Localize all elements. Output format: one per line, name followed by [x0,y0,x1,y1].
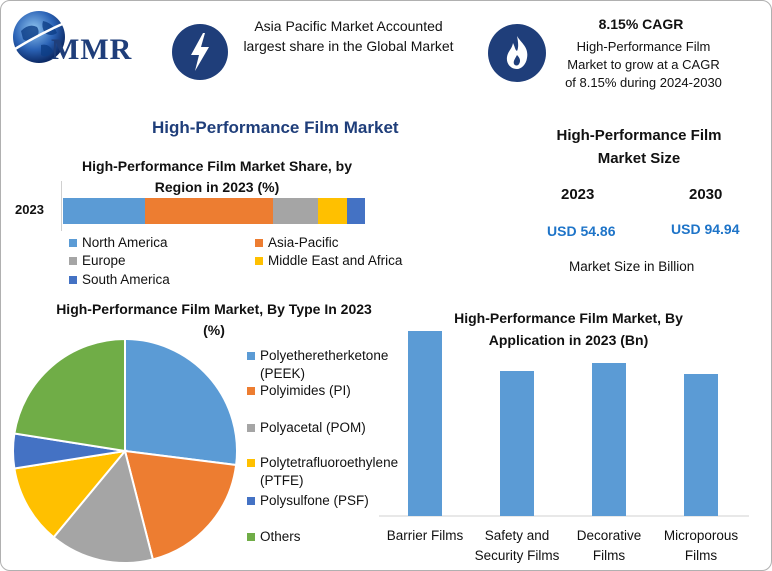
cagr-title: 8.15% CAGR [598,16,684,32]
header-left-text: Asia Pacific Market Accounted largest sh… [243,18,454,54]
type-chart-title: High-Performance Film Market, By Type In… [56,301,372,338]
swatch-others [247,533,255,541]
swatch-pi [247,387,255,395]
legend-label: Polyacetal (POM) [260,420,366,435]
application-bar-0 [408,331,442,516]
swatch-pom [247,424,255,432]
swatch-middle-east-africa [255,257,263,265]
region-bar-segment-europe [272,198,319,224]
logo: MMR [11,9,156,69]
legend-label: Europe [82,253,126,268]
cagr-text: High-Performance Film Market to grow at … [565,39,722,90]
legend-pom: Polyacetal (POM) [247,419,366,437]
pie-slice-3 [13,449,128,539]
legend-psf: Polysulfone (PSF) [247,492,369,510]
swatch-south-america [69,276,77,284]
globe-icon [13,11,70,63]
market-size-value-2023: USD 54.86 [547,223,616,239]
pie-slice-2 [52,448,155,564]
legend-middle-east-africa: Middle East and Africa [255,252,402,270]
legend-label: Polytetrafluoroethylene (PTFE) [260,455,399,488]
application-bar-chart [379,331,749,517]
application-chart-title: High-Performance Film Market, By Applica… [454,310,683,348]
logo-text: MMR [51,33,133,66]
main-title: High-Performance Film Market [152,118,399,137]
legend-asia-pacific: Asia-Pacific [255,234,339,252]
lightning-icon [171,23,229,81]
region-category-label: 2023 [15,202,44,217]
swatch-psf [247,497,255,505]
legend-pi: Polyimides (PI) [247,382,351,400]
swatch-north-america [69,239,77,247]
market-size-value-2030: USD 94.94 [671,221,740,237]
pie-slice-5 [13,337,126,453]
market-size-unit-note: Market Size in Billion [569,259,695,274]
application-bar-2 [592,363,626,516]
application-bar-1 [500,371,534,516]
region-stacked-bar [63,198,365,224]
application-bar-3 [684,374,718,516]
legend-south-america: South America [69,271,170,289]
legend-label: Others [260,529,301,544]
legend-north-america: North America [69,234,168,252]
type-pie-chart [12,337,238,564]
flame-icon [487,23,547,83]
region-axis-line [61,181,62,231]
region-bar-segment-south-america [346,198,365,224]
swatch-europe [69,257,77,265]
legend-others: Others [247,528,301,546]
legend-label: Polysulfone (PSF) [260,493,369,508]
swatch-ptfe [247,459,255,467]
legend-label: Polyimides (PI) [260,383,351,398]
region-bar-segment-middle-east-and-africa [318,198,347,224]
swatch-asia-pacific [255,239,263,247]
legend-label: South America [82,272,170,287]
legend-ptfe: Polytetrafluoroethylene (PTFE) [247,454,427,490]
legend-label: Middle East and Africa [268,253,403,268]
pie-slice-0 [124,337,238,467]
legend-label: North America [82,235,168,250]
market-size-year-2030: 2030 [689,186,723,203]
legend-label: Asia-Pacific [268,235,339,250]
region-bar-segment-asia-pacific [144,198,273,224]
legend-label: Polyetheretherketone (PEEK) [260,348,389,381]
application-category-label: Decorative Films [576,528,642,563]
swatch-peek [247,352,255,360]
pie-slice-1 [123,449,238,561]
application-category-label: Barrier Films [386,528,464,543]
legend-europe: Europe [69,252,126,270]
legend-peek: Polyetheretherketone (PEEK) [247,347,422,383]
market-size-year-2023: 2023 [561,186,595,203]
market-size-title: High-Performance Film Market Size [556,127,722,167]
region-bar-segment-north-america [63,198,145,224]
region-chart-title: High-Performance Film Market Share, by R… [82,158,352,195]
application-category-label: Microporous Films [663,528,739,563]
application-category-label: Safety and Security Films [474,528,560,563]
